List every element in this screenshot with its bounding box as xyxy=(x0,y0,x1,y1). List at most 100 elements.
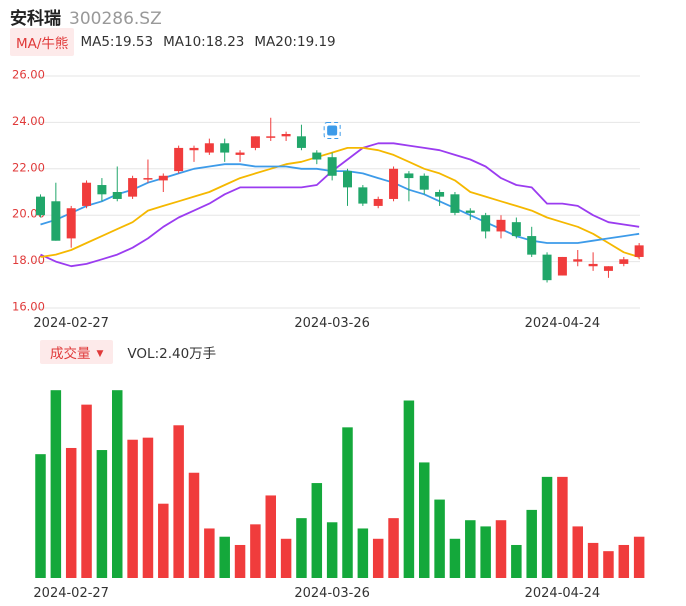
candle xyxy=(573,250,583,267)
candle xyxy=(36,194,45,218)
candle xyxy=(158,173,168,192)
candle xyxy=(82,180,92,209)
ma5-value: MA5:19.53 xyxy=(80,34,154,50)
date-label: 2024-04-24 xyxy=(525,586,601,601)
candle-body xyxy=(557,256,567,276)
candle-body xyxy=(36,196,45,216)
candle xyxy=(542,252,552,283)
y-tick-label: 18.00 xyxy=(12,253,45,267)
candle-body xyxy=(327,157,337,176)
candle-body xyxy=(358,187,368,204)
candle-body xyxy=(296,136,306,148)
candle xyxy=(51,182,61,241)
date-label: 2024-03-26 xyxy=(294,586,370,601)
volume-indicator-button[interactable]: 成交量 ▼ xyxy=(40,340,114,364)
volume-bar xyxy=(357,528,369,578)
candle xyxy=(634,243,644,260)
candle xyxy=(220,138,230,162)
marker-body xyxy=(327,125,338,136)
volume-bar xyxy=(541,476,553,578)
candle xyxy=(619,256,629,267)
date-axis-price: 2024-02-27 2024-03-26 2024-04-24 xyxy=(33,316,600,331)
candle-body xyxy=(143,178,153,180)
volume-bar xyxy=(81,404,92,578)
candle-body xyxy=(496,219,506,232)
volume-bar xyxy=(142,437,154,578)
candle-body xyxy=(343,171,352,188)
candle xyxy=(250,136,260,151)
candle xyxy=(66,205,76,248)
volume-badge-label: 成交量 xyxy=(50,346,91,362)
candle-body xyxy=(511,222,521,237)
volume-bar xyxy=(342,427,353,578)
volume-value: VOL:2.40万手 xyxy=(127,346,217,362)
volume-bar xyxy=(618,544,630,578)
volume-bar xyxy=(50,390,62,578)
title-row: 安科瑞 300286.SZ xyxy=(10,4,162,29)
candle xyxy=(557,256,567,276)
event-marker-icon xyxy=(323,122,341,140)
candle-body xyxy=(573,259,583,262)
y-tick-label: 24.00 xyxy=(12,114,45,128)
volume-bar xyxy=(296,518,307,578)
candle xyxy=(266,117,276,141)
volume-bar xyxy=(449,538,461,578)
candle-body xyxy=(51,201,61,241)
volume-bar xyxy=(526,509,537,578)
date-label: 2024-02-27 xyxy=(33,316,109,331)
volume-bar xyxy=(204,528,215,578)
date-label: 2024-02-27 xyxy=(33,586,109,601)
volume-bar xyxy=(557,476,568,578)
ma20-value: MA20:19.19 xyxy=(254,34,336,50)
volume-bar xyxy=(280,538,292,578)
candle xyxy=(481,212,491,239)
candle-body xyxy=(312,152,322,160)
candle xyxy=(496,215,506,239)
candle-body xyxy=(158,175,168,181)
candle-body xyxy=(603,266,613,271)
volume-bar xyxy=(112,390,123,578)
candle xyxy=(312,150,322,165)
stock-name: 安科瑞 xyxy=(10,9,61,29)
candle xyxy=(235,150,245,162)
date-axis-volume: 2024-02-27 2024-03-26 2024-04-24 xyxy=(33,586,600,601)
volume-bar xyxy=(480,526,491,578)
candle xyxy=(128,175,138,199)
candle-body xyxy=(404,173,414,179)
candle-body xyxy=(542,254,552,281)
volume-bar xyxy=(434,499,445,578)
candle xyxy=(281,131,291,141)
candle xyxy=(204,138,214,155)
volume-bar xyxy=(511,544,522,578)
volume-bar xyxy=(633,536,645,578)
candle-body xyxy=(204,143,214,153)
ma-indicator-button[interactable]: MA/牛熊 xyxy=(10,28,75,56)
candle xyxy=(343,168,352,206)
candle-body xyxy=(174,147,184,172)
candle-body xyxy=(128,178,138,197)
candle-body xyxy=(588,263,598,267)
candle-body xyxy=(220,143,230,153)
candle-body xyxy=(619,259,629,264)
candle xyxy=(511,217,521,239)
candle xyxy=(143,159,153,183)
candle-body xyxy=(97,185,107,195)
volume-bar xyxy=(219,536,230,578)
candle xyxy=(465,208,475,220)
candle-body xyxy=(450,194,460,213)
candle xyxy=(435,189,445,206)
volume-bar xyxy=(173,425,184,578)
volume-bar xyxy=(587,542,599,578)
volume-bar xyxy=(96,450,108,578)
volume-bar xyxy=(572,526,583,578)
ma5-line xyxy=(40,142,640,268)
ma-legend: MA/牛熊 MA5:19.53 MA10:18.23 MA20:19.19 xyxy=(10,28,346,56)
candle xyxy=(296,124,306,151)
ma10-value: MA10:18.23 xyxy=(163,34,245,50)
volume-bar xyxy=(265,495,276,578)
date-label: 2024-04-24 xyxy=(525,316,601,331)
candle xyxy=(419,173,429,195)
candle-body xyxy=(634,245,644,257)
y-tick-label: 22.00 xyxy=(12,160,45,174)
